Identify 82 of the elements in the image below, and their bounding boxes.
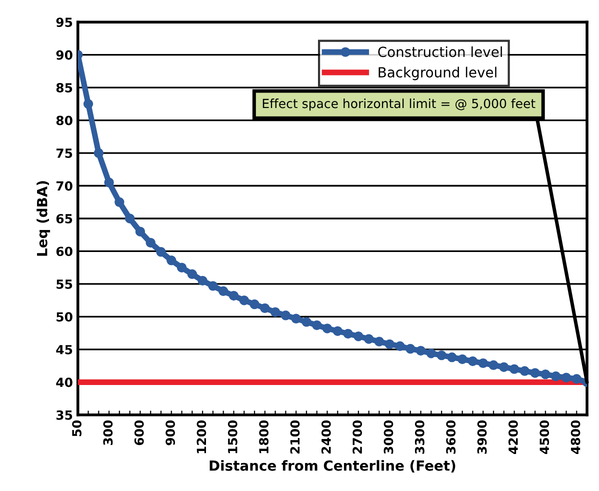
point [550,371,561,382]
point [436,350,446,360]
x-tick-label: 1800 [259,420,269,454]
x-tick-label: 3300 [414,420,424,454]
x-axis-title: Distance from Centerline (Feet) [210,460,456,472]
y-tick-label: 45 [56,345,72,354]
x-tick-label: 4500 [540,420,550,454]
point [239,295,249,306]
y-tick-label: 80 [56,116,72,126]
point [176,262,187,272]
point [218,286,228,296]
point [166,256,176,266]
legend-label: Background level [378,66,496,80]
annotation: Effect space horizontal limit = @ 5,000 feet [262,98,536,111]
point [384,339,394,350]
point [250,299,260,310]
point [447,352,457,362]
point [187,269,198,280]
y-tick-label: 85 [56,83,72,92]
y-tick-label: 70 [56,181,72,191]
y-tick-label: 75 [56,148,72,158]
point [94,148,104,158]
x-tick-label: 900 [166,420,176,446]
x-tick-label: 4200 [508,420,518,454]
point [488,360,498,370]
y-tick-label: 60 [56,246,72,256]
y-tick-label: 55 [56,280,72,289]
x-tick-label: 2400 [321,420,331,454]
point [291,314,301,324]
point [114,197,124,207]
x-tick-label: 3600 [446,420,456,454]
y-tick-label: 50 [56,312,72,322]
y-tick-label: 95 [56,18,72,28]
x-tick-label: 2100 [290,420,300,454]
point [509,364,520,374]
point [426,348,436,358]
point [124,214,135,224]
y-tick-label: 40 [56,378,72,388]
x-tick-label: 2700 [352,420,362,454]
x-tick-label: 300 [103,420,113,446]
point [520,366,530,376]
point [280,310,291,320]
x-tick-label: 3900 [477,420,487,454]
point [374,336,384,346]
point [499,362,509,372]
point [572,374,582,384]
point [343,328,353,339]
point [457,354,468,364]
point [260,303,270,314]
point [354,331,364,342]
y-tick-label: 65 [56,214,72,224]
y-tick-label: 35 [56,410,72,420]
point [332,326,342,336]
point [530,368,540,378]
x-tick-label: 1500 [228,420,238,454]
point [104,178,114,188]
point [135,226,146,236]
x-tick-label: 1200 [196,420,206,454]
point [146,238,156,248]
x-tick-label: 3000 [384,420,394,454]
point [198,276,208,286]
point [322,324,332,334]
point [406,344,416,354]
point [208,281,218,291]
x-tick-label: 4800 [570,420,580,454]
point [83,99,94,109]
legend-label: Construction level [378,46,502,58]
point [395,341,405,352]
y-tick-label: 90 [56,50,72,60]
point [302,317,312,327]
x-tick-label: 600 [134,420,144,446]
point [416,346,426,356]
point [561,372,572,382]
point [540,369,550,380]
point [478,358,488,368]
point [364,334,374,344]
point [228,290,239,301]
y-axis-title: Leq (dBA) [36,181,50,256]
point [468,356,478,366]
point [312,320,322,330]
point [156,247,166,257]
point [270,307,280,317]
